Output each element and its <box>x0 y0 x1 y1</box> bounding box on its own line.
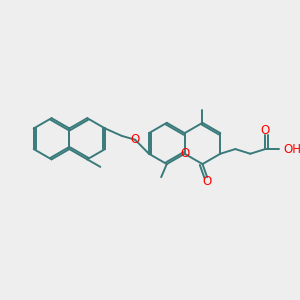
Text: OH: OH <box>283 142 300 156</box>
Text: O: O <box>261 124 270 137</box>
Text: O: O <box>202 176 212 188</box>
Text: O: O <box>130 133 140 146</box>
Text: O: O <box>180 147 189 160</box>
